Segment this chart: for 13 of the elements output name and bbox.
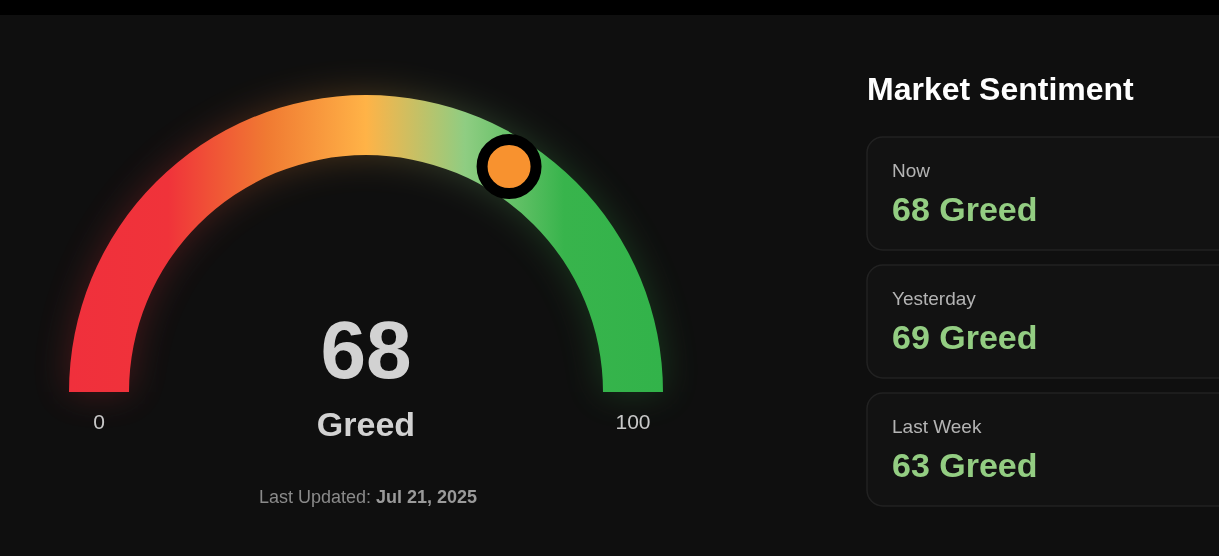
- text: 0: [93, 410, 105, 433]
- text: 68 Greed: [892, 190, 1038, 228]
- text: 63 Greed: [892, 446, 1038, 484]
- text: Greed: [316, 405, 416, 443]
- text: Market Sentiment: [867, 71, 1135, 107]
- text: 100: [615, 410, 651, 433]
- text: 69 Greed: [892, 318, 1038, 356]
- text: Yesterday: [892, 288, 977, 309]
- data-label: 68: [320, 304, 412, 395]
- text: Last Updated:: [258, 487, 371, 507]
- text: Jul 21, 2025: [371, 487, 478, 507]
- text: Last Week: [892, 416, 982, 437]
- text: Now: [892, 160, 931, 181]
